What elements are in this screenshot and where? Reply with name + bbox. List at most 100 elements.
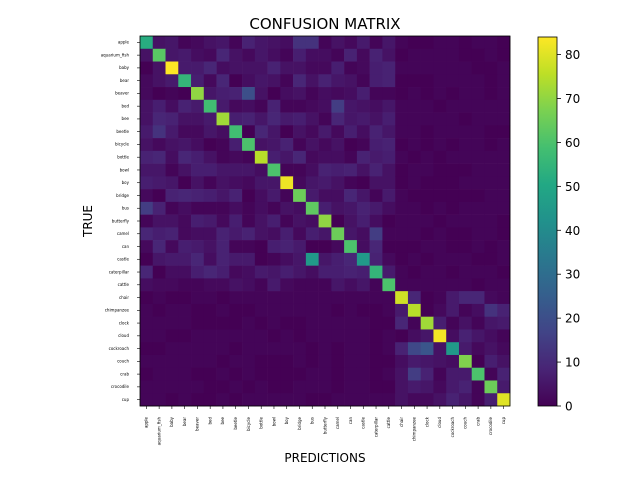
heatmap-cell (458, 189, 473, 203)
heatmap-cell (293, 380, 307, 394)
heatmap-cell (229, 36, 243, 50)
heatmap-cell (280, 227, 294, 241)
heatmap-cell (420, 99, 434, 113)
heatmap-cell (178, 367, 192, 381)
heatmap-cell (140, 278, 154, 292)
heatmap-cell (458, 265, 473, 279)
heatmap-cell (458, 278, 473, 292)
heatmap-cell (369, 214, 383, 228)
y-tick-label: castle (117, 257, 129, 262)
heatmap-cell (356, 201, 370, 215)
heatmap-cell (152, 291, 166, 305)
heatmap-cell (458, 36, 473, 50)
heatmap-cell (267, 227, 281, 241)
heatmap-cell (305, 87, 319, 101)
heatmap-cell (254, 367, 268, 381)
heatmap-cell (293, 342, 307, 356)
heatmap-cell (267, 36, 281, 50)
heatmap-cell (229, 252, 243, 266)
heatmap-cell (446, 291, 460, 305)
heatmap-cell (152, 316, 166, 330)
heatmap-cell (446, 265, 460, 279)
heatmap-cell (293, 150, 307, 164)
heatmap-cell (484, 138, 498, 152)
heatmap-cell (471, 112, 485, 126)
heatmap-cell (280, 354, 294, 369)
heatmap-cell (216, 367, 230, 381)
heatmap-cell (178, 354, 192, 369)
heatmap-cell (216, 176, 230, 190)
heatmap-cell (140, 393, 154, 407)
heatmap-cell (229, 278, 243, 292)
heatmap-cell (356, 354, 370, 369)
heatmap-cell (344, 112, 358, 126)
heatmap-cell (191, 61, 205, 75)
heatmap-cell (203, 176, 217, 190)
heatmap-cell (395, 303, 409, 317)
heatmap-cell (203, 227, 217, 241)
heatmap-cell (446, 189, 460, 203)
heatmap-cell (152, 150, 166, 164)
heatmap-cell (318, 342, 332, 356)
heatmap-cell (356, 138, 370, 152)
heatmap-cell (471, 367, 485, 381)
heatmap-cell (229, 112, 243, 126)
heatmap-cell (369, 227, 383, 241)
heatmap-cell (331, 61, 345, 75)
heatmap-cell (356, 227, 370, 241)
heatmap-cell (229, 176, 243, 190)
heatmap-cell (369, 48, 383, 62)
heatmap-cell (458, 291, 473, 305)
heatmap-cell (484, 189, 498, 203)
heatmap-cell (497, 291, 511, 305)
heatmap-cell (280, 125, 294, 139)
x-tick-label: apple (144, 416, 149, 428)
heatmap-cell (229, 74, 243, 88)
heatmap-cell (395, 252, 409, 266)
heatmap-cell (267, 150, 281, 164)
heatmap-cell (178, 138, 192, 152)
heatmap-cell (446, 36, 460, 50)
heatmap-cell (331, 99, 345, 113)
heatmap-cell (267, 354, 281, 369)
heatmap-cell (305, 48, 319, 62)
heatmap-cell (242, 150, 256, 164)
heatmap-cell (203, 380, 217, 394)
x-tick-label: cattle (386, 416, 391, 428)
heatmap-cell (280, 87, 294, 101)
heatmap-cell (305, 265, 319, 279)
heatmap-cell (471, 125, 485, 139)
heatmap-cell (267, 342, 281, 356)
heatmap-cell (254, 329, 268, 343)
heatmap-cell (382, 316, 396, 330)
heatmap-cell (420, 380, 434, 394)
heatmap-cell (178, 265, 192, 279)
heatmap-cell (484, 278, 498, 292)
heatmap-cell (331, 265, 345, 279)
heatmap-cell (331, 150, 345, 164)
heatmap-cell (382, 380, 396, 394)
y-tick-label: boy (122, 180, 130, 185)
heatmap-cell (140, 74, 154, 88)
x-tick-label: bee (220, 416, 225, 424)
heatmap-cell (254, 112, 268, 126)
heatmap-cell (305, 189, 319, 203)
heatmap-cell (497, 112, 511, 126)
colorbar-tick-label: 60 (565, 136, 580, 150)
heatmap-cell (152, 342, 166, 356)
y-tick-label: bee (122, 116, 130, 121)
heatmap-cell (280, 342, 294, 356)
heatmap-cell (395, 74, 409, 88)
heatmap-cell (267, 303, 281, 317)
heatmap-cell (407, 329, 421, 343)
heatmap-cell (216, 189, 230, 203)
heatmap-cell (191, 189, 205, 203)
heatmap-cell (369, 342, 383, 356)
heatmap-cell (140, 176, 154, 190)
heatmap-cell (191, 48, 205, 62)
colorbar-tick-label: 10 (565, 356, 580, 370)
heatmap-cell (407, 163, 421, 177)
heatmap-cell (395, 367, 409, 381)
heatmap-cell (407, 252, 421, 266)
